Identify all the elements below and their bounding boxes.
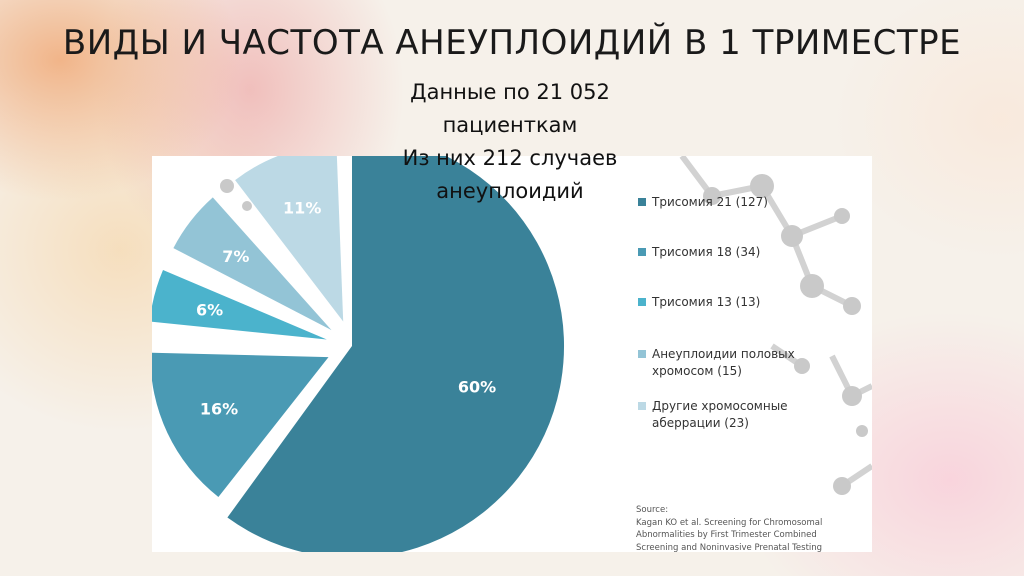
legend-item: Другие хромосомные аберрации (23) xyxy=(638,398,822,432)
pie-slice xyxy=(235,156,344,322)
legend-label: Трисомия 18 (34) xyxy=(652,245,761,259)
slice-percent-label: 11% xyxy=(283,199,321,218)
legend-swatch xyxy=(638,350,646,358)
decorative-molecules xyxy=(220,156,872,495)
chart-source: Source: Kagan KO et al. Screening for Ch… xyxy=(636,504,872,552)
source-line: Abnormalities by First Trimester Combine… xyxy=(636,530,817,540)
legend-label: Анеуплоидии половых хромосом (15) xyxy=(652,347,795,378)
slide-subtitle: Данные по 21 052 пациенткам Из них 212 с… xyxy=(360,76,660,208)
subtitle-line: анеуплоидий xyxy=(436,179,584,203)
pie-slice xyxy=(152,270,327,340)
subtitle-line: Данные по 21 052 xyxy=(410,80,610,104)
slide-title: ВИДЫ И ЧАСТОТА АНЕУПЛОИДИЙ В 1 ТРИМЕСТРЕ xyxy=(62,23,962,63)
legend-item: Трисомия 21 (127) xyxy=(638,194,768,211)
source-line: Source: xyxy=(636,505,669,515)
source-line: Kagan KO et al. Screening for Chromosoma… xyxy=(636,517,823,528)
slice-percent-label: 60% xyxy=(458,378,496,397)
chart-panel: 60% 16% 6% 7% 11% Трисомия 21 (127) Трисомия … xyxy=(152,156,872,552)
legend-swatch xyxy=(638,198,646,206)
legend-label: Другие хромосомные аберрации (23) xyxy=(652,399,788,430)
pie-chart: 60% 16% 6% 7% 11% xyxy=(152,156,872,552)
subtitle-line: Из них 212 случаев xyxy=(402,146,618,170)
legend-item: Трисомия 13 (13) xyxy=(638,294,760,311)
legend-label: Трисомия 21 (127) xyxy=(652,195,768,209)
legend-swatch xyxy=(638,402,646,410)
legend-label: Трисомия 13 (13) xyxy=(652,295,761,309)
pie-slice xyxy=(227,156,564,552)
legend-swatch xyxy=(638,248,646,256)
legend-item: Анеуплоидии половых хромосом (15) xyxy=(638,346,822,380)
pie-slice xyxy=(173,197,332,331)
slice-percent-label: 16% xyxy=(200,400,238,419)
slice-percent-label: 6% xyxy=(196,300,223,319)
subtitle-line: пациенткам xyxy=(442,113,578,137)
slice-percent-label: 7% xyxy=(222,247,249,266)
source-line: Screening and Noninvasive Prenatal Testi… xyxy=(636,542,823,553)
legend-item: Трисомия 18 (34) xyxy=(638,244,760,261)
pie-slice xyxy=(152,352,329,497)
legend-swatch xyxy=(638,298,646,306)
